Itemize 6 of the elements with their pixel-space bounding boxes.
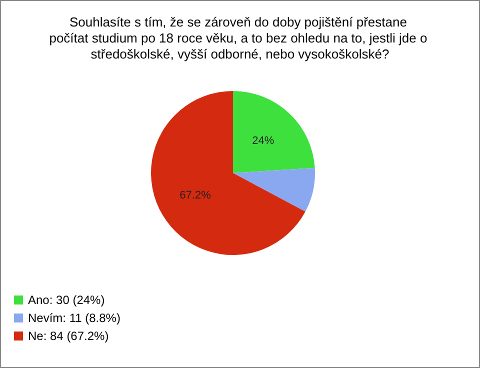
chart-title: Souhlasíte s tím, že se zároveň do doby pojištění přestane počítat studium po 18 roce věku, a to bez ohledu na to, jestli jde o středoškolské, vyšší odborné, nebo vysokoškolské? [49,14,431,62]
legend-label: Ne: 84 (67.2%) [28,329,109,343]
data-label: 67.2% [180,190,212,202]
legend-label: Nevím: 11 (8.8%) [28,311,120,325]
data-label: 24% [252,134,274,147]
legend-label: Ano: 30 (24%) [28,293,105,307]
